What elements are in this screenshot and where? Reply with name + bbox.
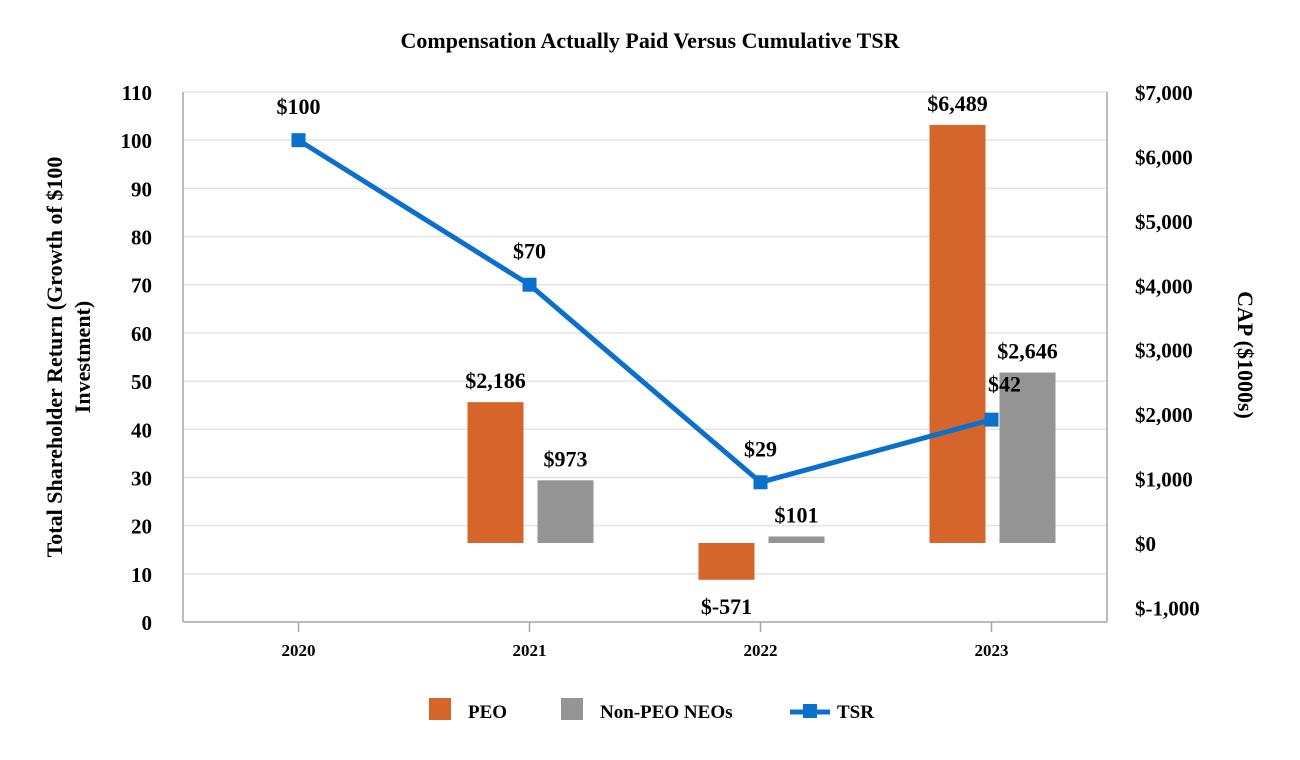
tsr-marker-2022 (753, 475, 768, 490)
tsr-data-label: $42 (988, 372, 1021, 397)
peo-bar-2022 (698, 543, 755, 580)
bars (467, 124, 1056, 580)
tsr-data-label: $29 (744, 436, 777, 461)
left-tick-label: 110 (122, 81, 152, 105)
x-tick-label: 2020 (282, 641, 316, 660)
bar-data-label: $6,489 (927, 91, 988, 116)
tsr-data-label: $70 (513, 239, 546, 264)
left-tick-label: 80 (131, 226, 152, 250)
peo-bar-2021 (467, 402, 524, 543)
non-peo-bar-2021 (537, 480, 594, 543)
x-tick-label: 2022 (744, 641, 778, 660)
chart-title: Compensation Actually Paid Versus Cumula… (401, 28, 901, 53)
tsr-marker-2020 (291, 133, 306, 148)
right-tick-label: $2,000 (1135, 403, 1193, 427)
right-tick-label: $0 (1135, 532, 1156, 556)
axes: 0 10 20 30 40 50 60 70 80 90 100 110 $-1,000 $0 $1,000… (42, 81, 1258, 660)
left-tick-label: 10 (131, 563, 152, 587)
right-tick-label: $7,000 (1135, 81, 1193, 105)
right-tick-label: $3,000 (1135, 339, 1193, 363)
right-tick-label: $5,000 (1135, 210, 1193, 234)
left-tick-label: 30 (131, 466, 152, 490)
tsr-line (291, 133, 999, 490)
right-tick-label: $1,000 (1135, 468, 1193, 492)
non-peo-bar-2023 (999, 372, 1056, 543)
tsr-polyline (297, 138, 993, 486)
legend-peo-label: PEO (468, 702, 507, 723)
legend-tsr-label: TSR (837, 702, 874, 723)
peo-bar-2023 (929, 124, 986, 543)
right-tick-label: $6,000 (1135, 145, 1193, 169)
right-axis-title: CAP ($1000s) (1233, 291, 1258, 419)
left-tick-label: 20 (131, 515, 152, 539)
legend-non-peo-swatch (561, 698, 583, 720)
bar-data-label: $101 (775, 502, 819, 527)
left-axis-title: Total Shareholder Return (Growth of $100… (42, 157, 95, 558)
tsr-marker-2023 (984, 412, 999, 427)
left-tick-label: 60 (131, 322, 152, 346)
tsr-marker-2021 (522, 277, 537, 292)
right-tick-label: $4,000 (1135, 274, 1193, 298)
left-tick-label: 70 (131, 274, 152, 298)
left-tick-label: 0 (142, 611, 153, 635)
data-labels: $2,186 $-571 $6,489 $973 $101 $2,646 $100 $70 $2… (277, 91, 1058, 619)
non-peo-bar-2022 (768, 536, 825, 543)
left-tick-label: 90 (131, 177, 152, 201)
legend-peo-swatch (429, 698, 451, 720)
x-tick-label: 2023 (975, 641, 1009, 660)
left-tick-label: 100 (121, 129, 153, 153)
left-tick-label: 40 (131, 418, 152, 442)
bar-data-label: $-571 (701, 594, 752, 619)
bar-data-label: $2,646 (997, 339, 1058, 364)
bar-data-label: $973 (544, 446, 588, 471)
right-tick-label: $-1,000 (1135, 596, 1200, 620)
bar-data-label: $2,186 (465, 368, 526, 393)
legend-non-peo-label: Non-PEO NEOs (600, 702, 733, 723)
tsr-data-label: $100 (277, 94, 321, 119)
legend: PEO Non-PEO NEOs TSR (429, 698, 874, 723)
left-tick-label: 50 (131, 370, 152, 394)
legend-tsr-marker (803, 704, 817, 718)
x-tick-label: 2021 (513, 641, 547, 660)
